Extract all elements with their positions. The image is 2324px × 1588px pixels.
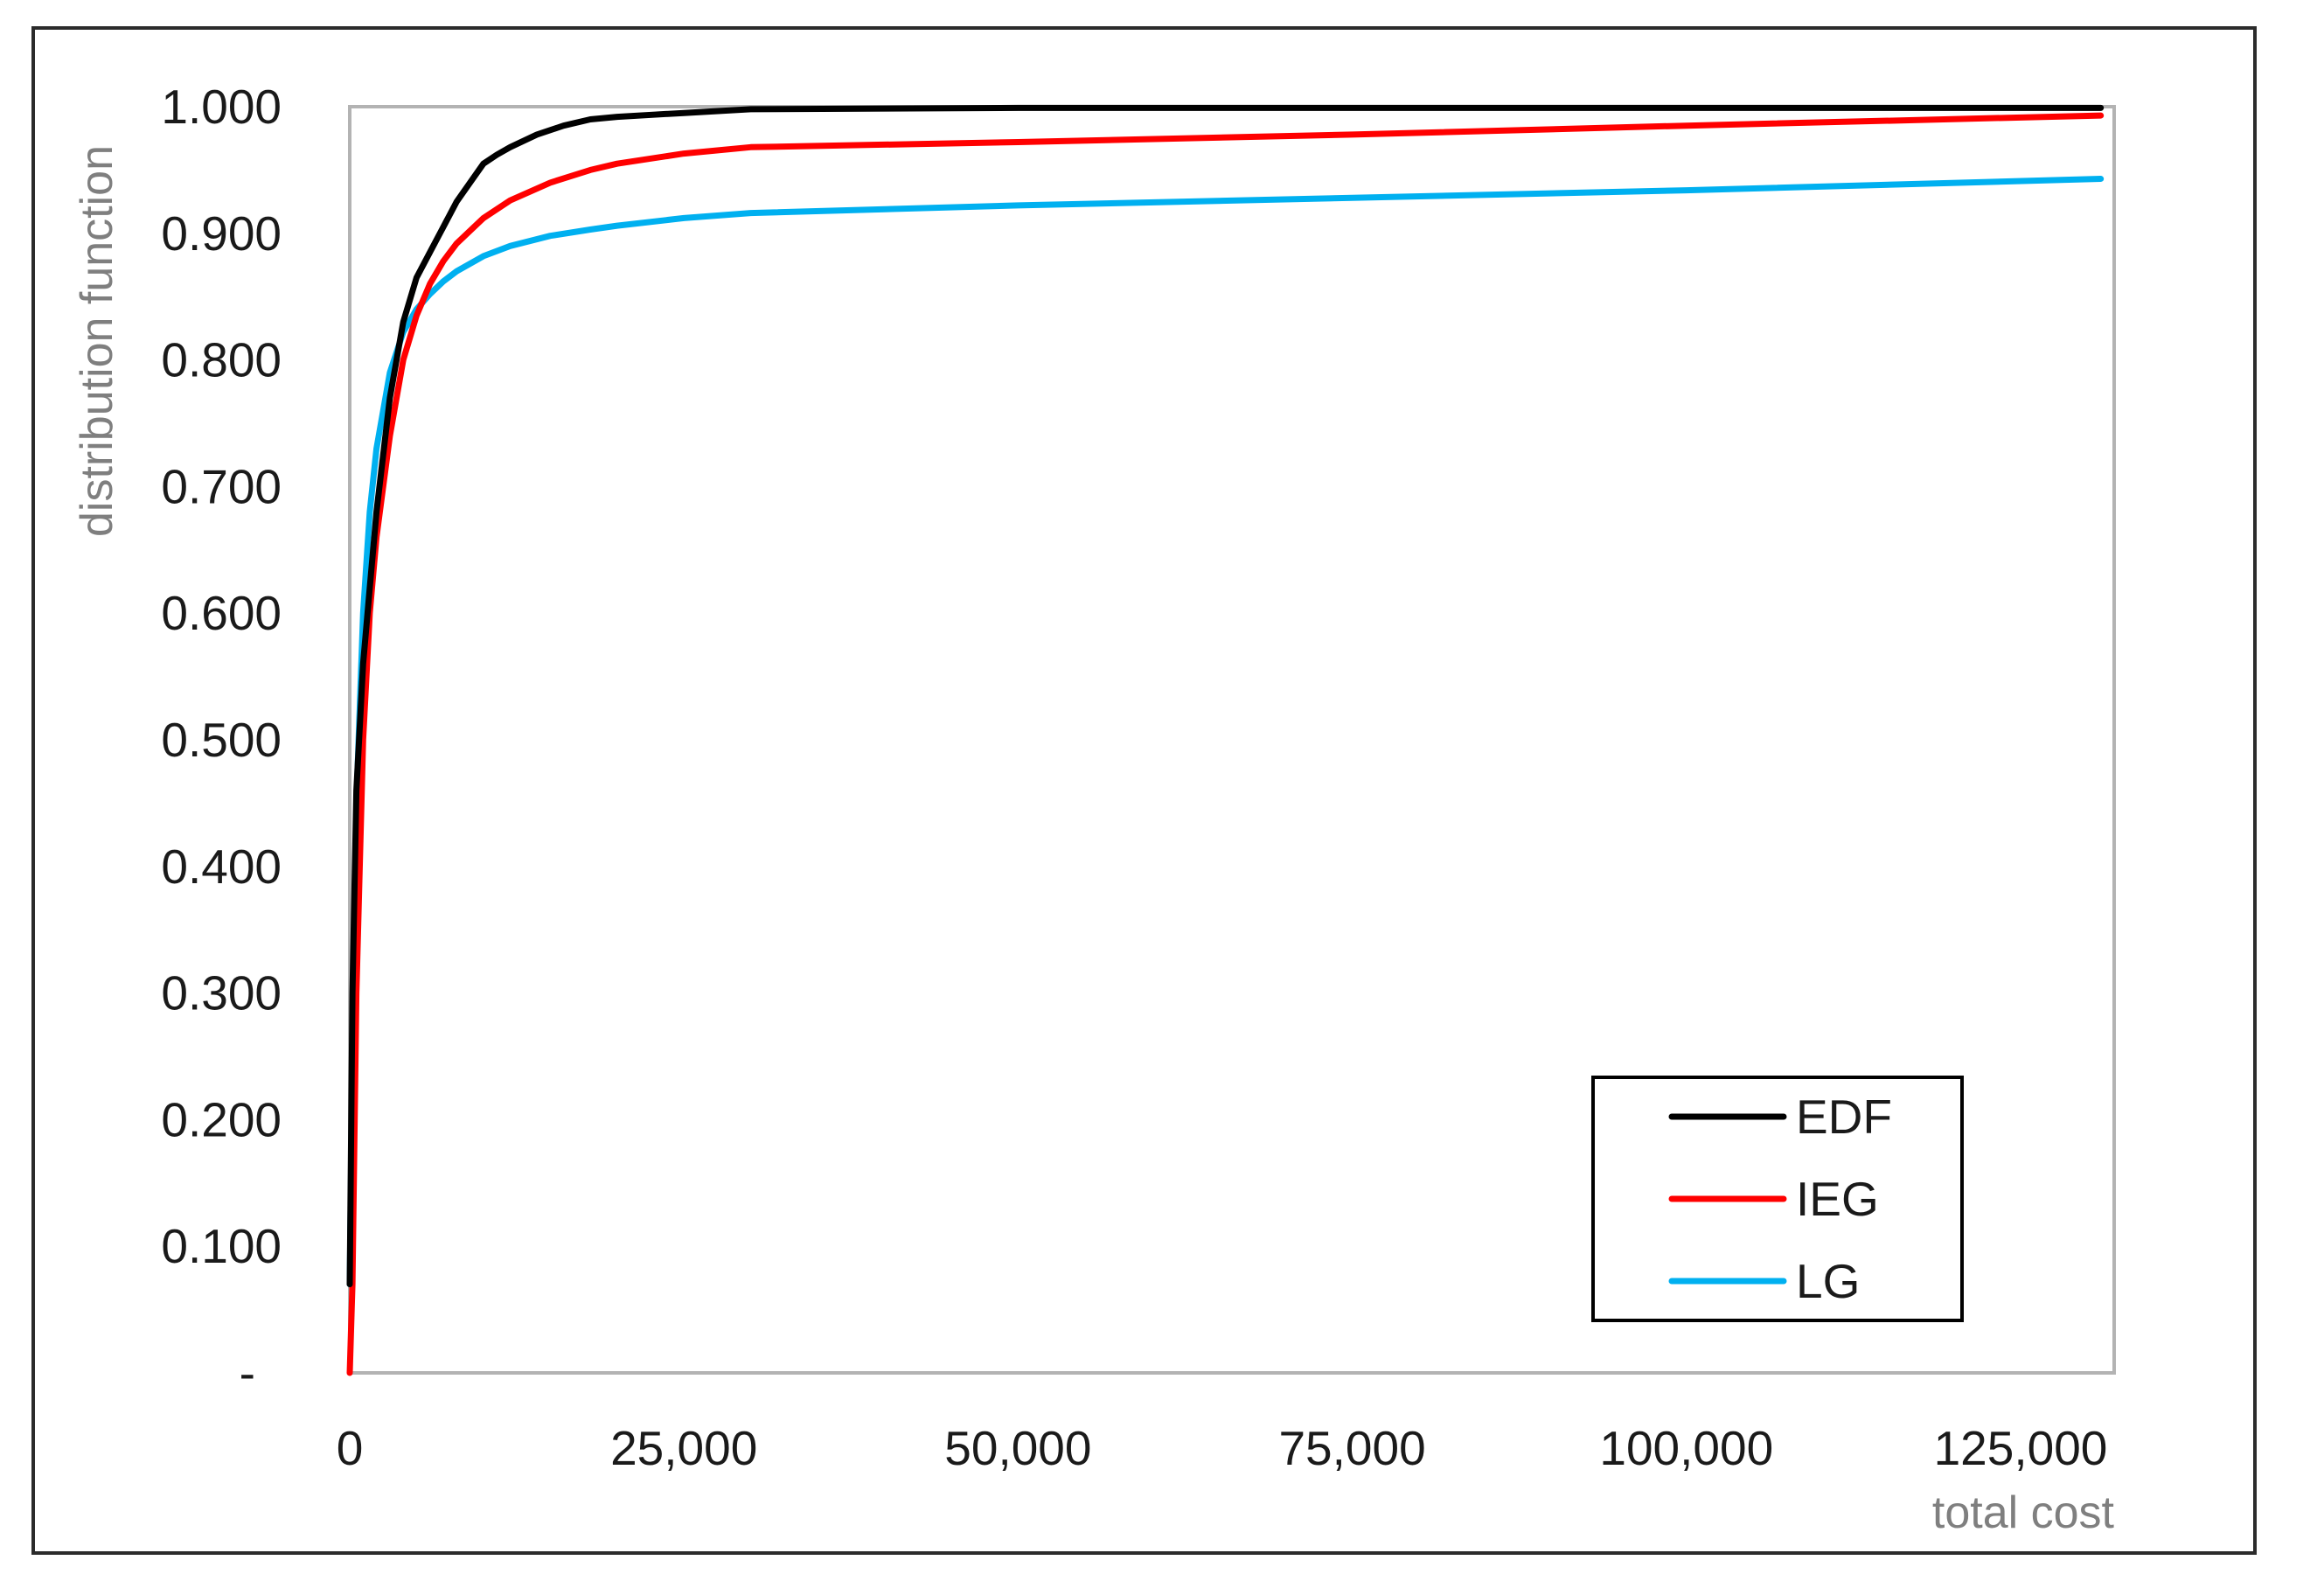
y-tick-label: 0.200: [161, 1092, 282, 1146]
series-line-ieg: [346, 112, 2105, 1376]
y-axis-title: distribution function: [72, 145, 122, 537]
x-tick-label: 25,000: [610, 1421, 757, 1475]
series-line-edf: [346, 104, 2105, 1288]
y-tick-label: 1.000: [161, 80, 282, 134]
y-tick-label: 0.700: [161, 459, 282, 513]
x-tick-label: 100,000: [1599, 1421, 1773, 1475]
x-axis-tick-labels: 0 25,000 50,000 75,000 100,000 125,000: [337, 1421, 2108, 1475]
x-tick-label: 0: [337, 1421, 364, 1475]
x-tick-label: 75,000: [1278, 1421, 1425, 1475]
x-tick-label: 125,000: [1934, 1421, 2108, 1475]
y-tick-label: 0.100: [161, 1219, 282, 1273]
series-line-lg: [346, 176, 2105, 1288]
x-axis-title: total cost: [1932, 1487, 2115, 1538]
series-lines: [346, 104, 2105, 1376]
legend-label-ieg: IEG: [1796, 1172, 1879, 1226]
y-tick-label: -: [240, 1346, 255, 1400]
legend-label-lg: LG: [1796, 1254, 1860, 1308]
legend: EDF IEG LG: [1591, 1076, 1964, 1322]
y-tick-label: 0.600: [161, 586, 282, 640]
y-tick-label: 0.400: [161, 839, 282, 894]
y-tick-label: 0.800: [161, 333, 282, 387]
y-tick-label: 0.900: [161, 206, 282, 261]
legend-label-edf: EDF: [1796, 1090, 1892, 1144]
y-axis-tick-labels: - 0.100 0.200 0.300 0.400 0.500 0.600 0.700 0.80…: [161, 80, 282, 1400]
x-tick-label: 50,000: [944, 1421, 1091, 1475]
y-tick-label: 0.500: [161, 713, 282, 767]
y-tick-label: 0.300: [161, 966, 282, 1020]
